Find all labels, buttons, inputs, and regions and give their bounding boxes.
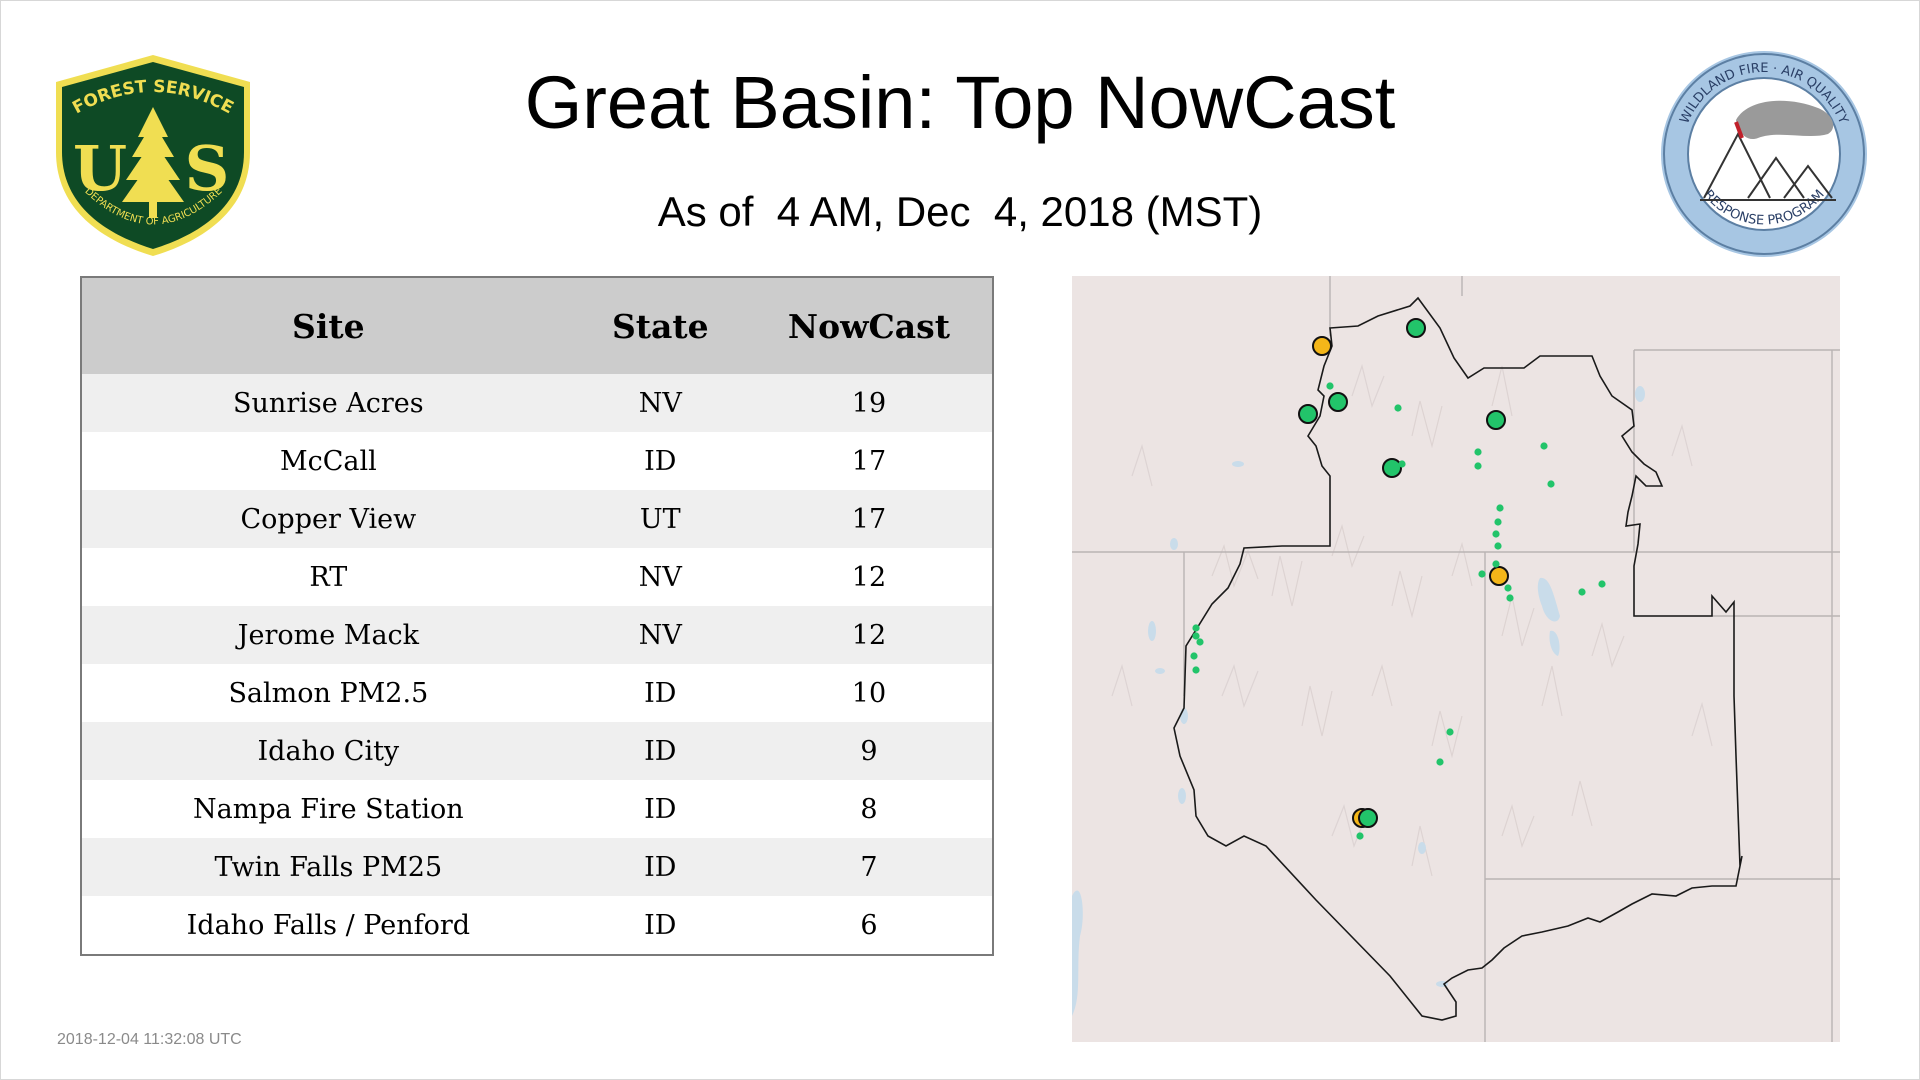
monitor-marker-small — [1326, 382, 1334, 390]
monitor-marker-large — [1312, 336, 1332, 356]
column-header-site: Site — [82, 278, 575, 374]
column-header-nowcast: NowCast — [745, 278, 992, 374]
nowcast-cell: 12 — [745, 548, 992, 606]
monitor-marker-small — [1578, 588, 1586, 596]
smoke-plume-icon — [1736, 100, 1834, 140]
table-row: RT NV 12 — [82, 548, 992, 606]
state-cell: ID — [574, 838, 746, 896]
monitor-markers — [1190, 318, 1606, 840]
state-cell: UT — [574, 490, 746, 548]
great-basin-map — [1072, 276, 1840, 1042]
monitor-marker-large — [1486, 410, 1506, 430]
site-cell: Idaho City — [82, 722, 575, 780]
state-cell: NV — [574, 606, 746, 664]
terrain-texture — [1111, 363, 1713, 877]
site-cell: McCall — [82, 432, 575, 490]
monitor-marker-small — [1492, 560, 1500, 568]
table-row: Salmon PM2.5 ID 10 — [82, 664, 992, 722]
monitor-marker-small — [1494, 518, 1502, 526]
mountains-icon — [1700, 131, 1836, 201]
nowcast-cell: 12 — [745, 606, 992, 664]
site-cell: Salmon PM2.5 — [82, 664, 575, 722]
table-row: Jerome Mack NV 12 — [82, 606, 992, 664]
nowcast-cell: 8 — [745, 780, 992, 838]
nowcast-table: Site State NowCast Sunrise Acres NV 19 M… — [80, 276, 994, 956]
monitor-marker-small — [1506, 594, 1514, 602]
site-cell: Copper View — [82, 490, 575, 548]
monitor-marker-small — [1492, 530, 1500, 538]
site-cell: Sunrise Acres — [82, 374, 575, 432]
monitor-marker-small — [1192, 666, 1200, 674]
monitor-marker-small — [1394, 404, 1402, 412]
monitor-marker-small — [1446, 728, 1454, 736]
monitor-marker-small — [1496, 504, 1504, 512]
state-cell: ID — [574, 780, 746, 838]
nowcast-cell: 17 — [745, 490, 992, 548]
usfs-shield-logo: FOREST SERVICE U S DEPARTMENT OF AGRICUL… — [56, 55, 250, 256]
monitor-marker-small — [1196, 638, 1204, 646]
state-cell: NV — [574, 374, 746, 432]
generated-timestamp: 2018-12-04 11:32:08 UTC — [57, 1031, 242, 1048]
table-row: Twin Falls PM25 ID 7 — [82, 838, 992, 896]
monitor-marker-large — [1489, 566, 1509, 586]
nowcast-cell: 10 — [745, 664, 992, 722]
nowcast-cell: 19 — [745, 374, 992, 432]
page-title: Great Basin: Top NowCast — [524, 61, 1396, 144]
state-borders — [1072, 276, 1840, 1042]
usfs-letter-s: S — [185, 132, 230, 205]
site-cell: RT — [82, 548, 575, 606]
state-cell: ID — [574, 896, 746, 954]
nowcast-cell: 7 — [745, 838, 992, 896]
table-row: Copper View UT 17 — [82, 490, 992, 548]
table-row: Idaho City ID 9 — [82, 722, 992, 780]
monitor-marker-small — [1192, 632, 1200, 640]
monitor-marker-small — [1474, 462, 1482, 470]
monitor-marker-large — [1406, 318, 1426, 338]
monitor-marker-small — [1598, 580, 1606, 588]
monitor-marker-small — [1398, 460, 1406, 468]
as-of-subtitle: As of 4 AM, Dec 4, 2018 (MST) — [657, 188, 1263, 235]
state-cell: NV — [574, 548, 746, 606]
monitor-marker-small — [1474, 448, 1482, 456]
table-row: McCall ID 17 — [82, 432, 992, 490]
monitor-marker-large — [1358, 808, 1378, 828]
monitor-marker-small — [1494, 542, 1502, 550]
site-cell: Twin Falls PM25 — [82, 838, 575, 896]
great-basin-boundary — [1173, 296, 1743, 1021]
monitor-marker-small — [1540, 442, 1548, 450]
state-cell: ID — [574, 722, 746, 780]
nowcast-cell: 17 — [745, 432, 992, 490]
monitor-marker-small — [1436, 758, 1444, 766]
state-cell: ID — [574, 432, 746, 490]
monitor-marker-small — [1478, 570, 1486, 578]
map-background — [1072, 276, 1840, 1042]
nowcast-cell: 9 — [745, 722, 992, 780]
pine-tree-icon — [122, 107, 184, 218]
state-cell: ID — [574, 664, 746, 722]
monitor-marker-small — [1356, 832, 1364, 840]
monitor-marker-small — [1504, 584, 1512, 592]
wfaq-program-logo: WILDLAND FIRE · AIR QUALITY RESPONSE PRO… — [1661, 51, 1867, 257]
site-cell: Nampa Fire Station — [82, 780, 575, 838]
monitor-marker-small — [1190, 652, 1198, 660]
table-row: Sunrise Acres NV 19 — [82, 374, 992, 432]
table-row: Nampa Fire Station ID 8 — [82, 780, 992, 838]
monitor-marker-large — [1382, 458, 1402, 478]
monitor-marker-small — [1192, 624, 1200, 632]
table-header-row: Site State NowCast — [82, 278, 992, 374]
site-cell: Idaho Falls / Penford — [82, 896, 575, 954]
fire-mark-icon — [1734, 121, 1744, 139]
site-cell: Jerome Mack — [82, 606, 575, 664]
monitor-marker-large — [1328, 392, 1348, 412]
monitor-marker-large — [1298, 404, 1318, 424]
table-row: Idaho Falls / Penford ID 6 — [82, 896, 992, 954]
usfs-letter-u: U — [73, 132, 127, 205]
column-header-state: State — [574, 278, 746, 374]
monitor-marker-small — [1547, 480, 1555, 488]
nowcast-cell: 6 — [745, 896, 992, 954]
